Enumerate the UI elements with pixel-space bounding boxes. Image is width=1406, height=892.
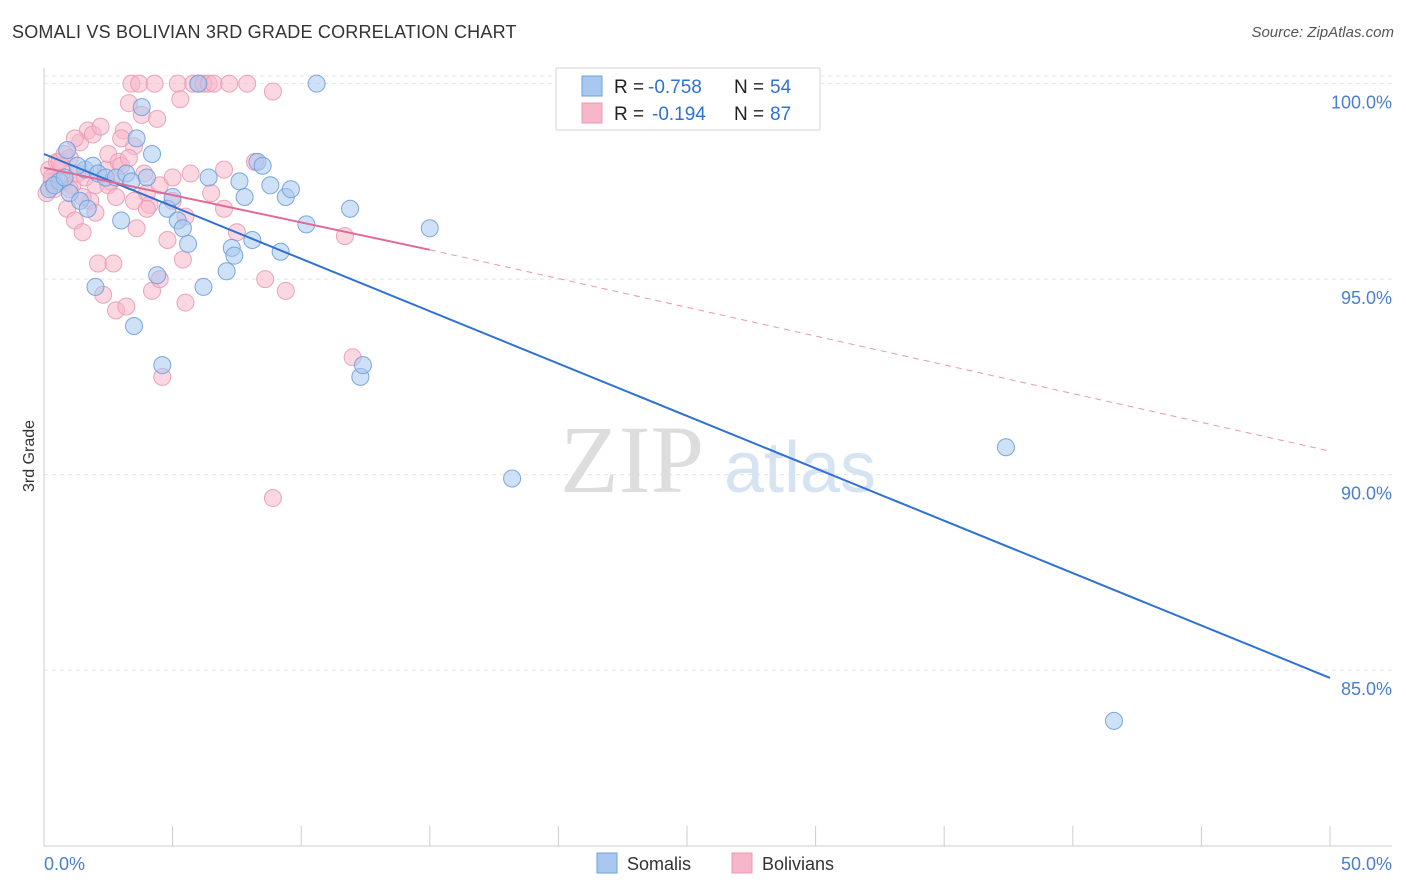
somali-point [235,188,254,207]
bolivian-point [127,219,146,238]
somali-point [281,180,300,199]
bolivian-point [107,188,126,207]
y-tick-label: 85.0% [1341,679,1392,699]
somali-point [503,469,522,488]
bolivian-point [181,164,200,183]
legend-bolivians-label[interactable]: Bolivians [762,854,834,874]
y-tick-label: 90.0% [1341,484,1392,504]
y-axis-label: 3rd Grade [21,420,38,492]
somalis-points [40,74,1123,730]
bolivian-point [73,223,92,242]
somalis-n-label: N = [734,77,764,98]
somali-point [127,129,146,148]
somali-point [153,356,172,375]
somali-point [230,172,249,191]
bolivian-point [91,117,110,136]
bolivian-point [202,184,221,203]
somali-point [189,74,208,93]
bolivians-n-label: N = [734,104,764,125]
somali-point [179,234,198,253]
trend-lines [43,153,1331,679]
legend-somalis-swatch[interactable] [596,852,618,874]
somalis-trend-line [43,153,1331,679]
bolivians-trend-line [43,166,431,251]
bolivians-swatch [581,102,603,124]
somali-point [1104,711,1123,730]
bolivian-point [256,270,275,289]
legend-somalis-label[interactable]: Somalis [627,854,691,874]
somali-point [243,231,262,250]
bolivian-point [119,148,138,167]
bolivian-point [130,74,149,93]
chart-title: SOMALI VS BOLIVIAN 3RD GRADE CORRELATION… [12,22,517,42]
bolivian-point [276,281,295,300]
bolivians-r-label: R = [614,104,644,125]
somali-point [58,141,77,160]
watermark-zip: ZIP [560,406,704,513]
somalis-r-label: R = [614,77,644,98]
somali-point [199,168,218,187]
bolivian-point [112,129,131,148]
somali-point [78,199,97,218]
somali-point [112,211,131,230]
series-legend: Somalis Bolivians [596,852,834,874]
bolivian-point [89,254,108,273]
somali-point [253,156,272,175]
bolivian-point [215,199,234,218]
somalis-swatch [581,75,603,97]
somali-point [143,145,162,164]
bolivians-r-value: -0.194 [652,104,706,125]
somali-point [271,242,290,261]
x-tick-label-max: 50.0% [1341,854,1392,874]
stats-legend: R = -0.758 N = 54 R = -0.194 N = 87 [555,67,821,131]
bolivian-point [158,231,177,250]
bolivian-point [137,199,156,218]
y-tick-label: 100.0% [1331,93,1392,113]
bolivian-point [117,297,136,316]
somali-point [173,219,192,238]
bolivian-point [215,160,234,179]
somali-point [307,74,326,93]
somali-point [996,438,1015,457]
bolivian-point [263,82,282,101]
somali-point [353,356,372,375]
y-tick-labels: 85.0% 90.0% 95.0% 100.0% [1331,93,1392,699]
bolivian-point [163,168,182,187]
bolivian-point [204,74,223,93]
bolivian-point [238,74,257,93]
somali-point [341,199,360,218]
somali-point [217,262,236,281]
somali-point [125,317,144,336]
x-axis-ticks [43,826,1331,846]
bolivian-point [171,90,190,109]
somali-point [261,176,280,195]
bolivian-point [220,74,239,93]
bolivians-n-value: 87 [770,104,791,125]
bolivian-point [263,489,282,508]
legend-bolivians-swatch[interactable] [731,852,753,874]
bolivian-point [148,109,167,128]
somali-point [132,98,151,117]
bolivian-point [168,74,187,93]
y-tick-label: 95.0% [1341,288,1392,308]
bolivian-point [104,254,123,273]
somali-point [148,266,167,285]
somali-point [420,219,439,238]
somali-point [225,246,244,265]
x-tick-label-min: 0.0% [44,854,85,874]
somali-point [137,168,156,187]
somalis-r-value: -0.758 [648,77,702,98]
bolivian-point [145,74,164,93]
chart-source: Source: ZipAtlas.com [1251,24,1394,41]
bolivian-point [173,250,192,269]
bolivian-point [176,293,195,312]
somalis-n-value: 54 [770,77,792,98]
gridlines [44,75,1392,671]
somali-point [194,277,213,296]
somali-point [86,277,105,296]
